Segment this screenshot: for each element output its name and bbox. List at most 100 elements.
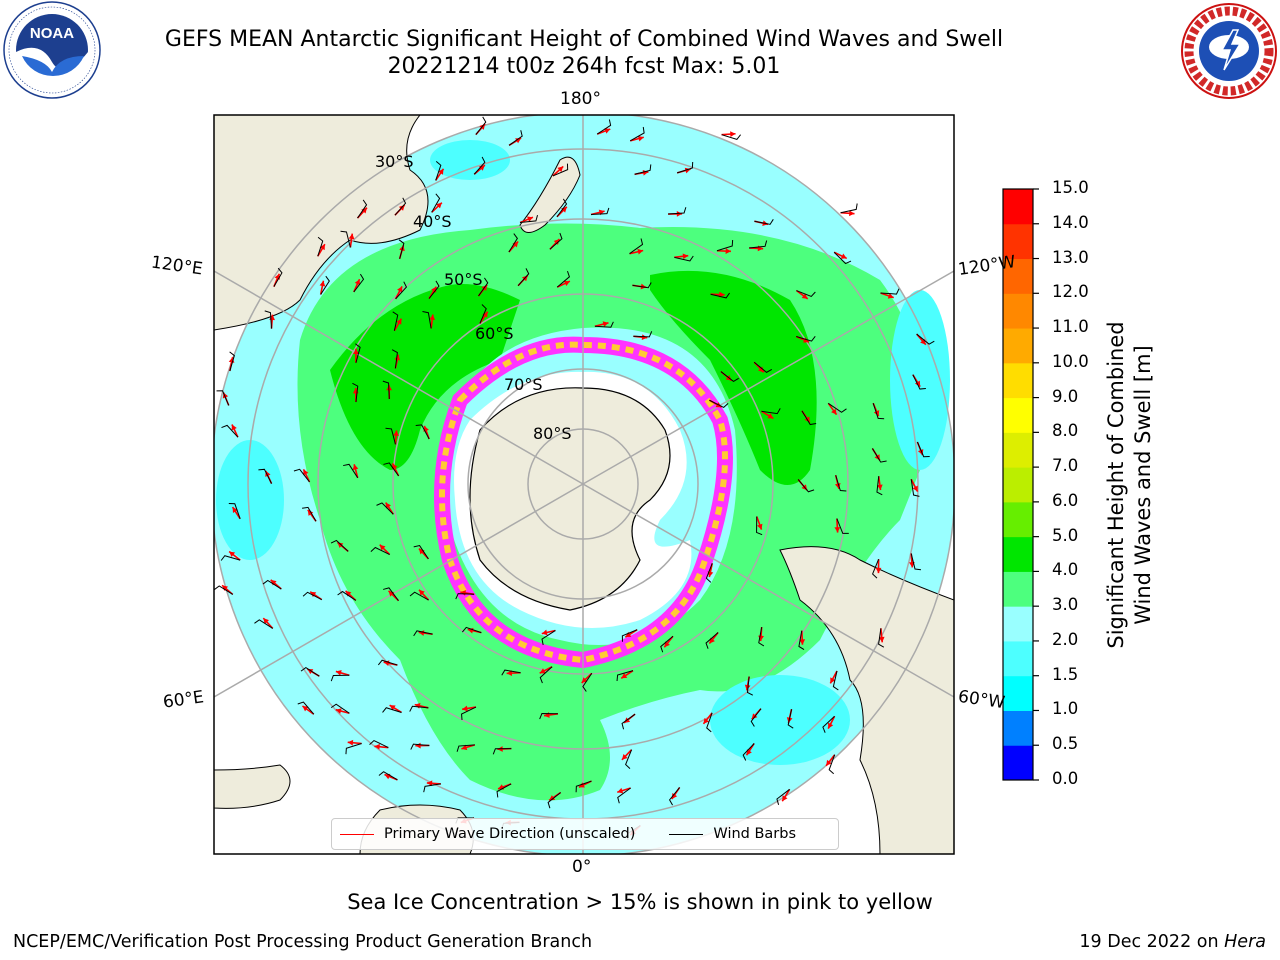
wind-barb xyxy=(293,468,310,483)
wind-barb xyxy=(214,585,234,595)
legend-item-wind-barbs: Wind Barbs xyxy=(661,826,796,842)
wave-arrow-head xyxy=(506,670,513,677)
wind-barb xyxy=(220,555,241,561)
ocean-peak-west xyxy=(330,284,520,470)
wind-barb xyxy=(872,403,885,420)
wind-barb xyxy=(382,707,402,713)
wave-arrow-head xyxy=(394,354,401,361)
colorbar-tick-label: 3.0 xyxy=(1052,595,1079,615)
colorbar-segment xyxy=(1003,362,1033,399)
wind-barb xyxy=(398,239,405,259)
colorbar-segment xyxy=(1003,640,1033,677)
colorbar-segment xyxy=(1003,223,1033,260)
colorbar-tick-label: 6.0 xyxy=(1052,490,1079,510)
wind-barb xyxy=(345,743,362,755)
latitude-label-50s: 50°S xyxy=(444,270,483,289)
wave-arrow-head xyxy=(782,795,788,802)
wind-barb xyxy=(871,448,887,463)
wave-arrow-head xyxy=(875,567,882,574)
wave-arrow-head xyxy=(307,669,314,675)
wave-arrow-head xyxy=(878,636,885,643)
wind-barb xyxy=(787,709,794,729)
wave-arrow-head xyxy=(730,131,736,137)
wave-arrow-head xyxy=(801,293,808,299)
wave-arrow-head xyxy=(682,253,689,260)
wind-barb xyxy=(302,506,317,522)
wind-barb xyxy=(376,502,394,515)
latitude-label-70s: 70°S xyxy=(504,375,543,394)
wind-barb xyxy=(264,310,273,329)
colorbar-tick-label: 1.5 xyxy=(1052,664,1079,684)
wind-barb xyxy=(872,558,880,579)
wave-arrow-head xyxy=(561,206,567,213)
wind-barb xyxy=(340,230,351,248)
wind-barb xyxy=(330,674,350,682)
wind-barb xyxy=(385,427,396,445)
wave-arrow-head xyxy=(302,705,309,712)
wave-arrow-head xyxy=(462,705,468,712)
machine-name: Hera xyxy=(1224,932,1266,952)
wind-barb xyxy=(720,371,739,383)
wave-arrow-head xyxy=(617,787,624,794)
legend-swatch-red-line xyxy=(340,833,374,835)
wind-barb xyxy=(343,463,359,479)
wind-barb xyxy=(473,156,486,175)
wave-arrow-head xyxy=(232,507,238,514)
wind-barb xyxy=(431,193,441,213)
wind-barb xyxy=(254,619,274,629)
wave-arrow-head xyxy=(676,211,683,217)
wind-barb xyxy=(456,744,475,752)
wind-barb xyxy=(797,479,815,493)
colorbar-tick-label: 2.0 xyxy=(1052,629,1079,649)
wind-barb xyxy=(668,207,687,215)
wave-arrow-head xyxy=(353,348,359,355)
wave-arrow-head xyxy=(767,413,774,419)
wind-barb xyxy=(721,134,741,140)
wind-barb xyxy=(221,424,239,438)
wind-barb xyxy=(395,281,408,300)
legend-swatch-black-line xyxy=(669,833,704,835)
wind-barb xyxy=(297,701,315,715)
wave-arrow-head xyxy=(549,795,556,801)
wind-barb xyxy=(629,238,644,255)
wind-barb xyxy=(501,669,521,676)
wind-barb xyxy=(539,713,558,720)
wind-barb xyxy=(423,783,441,793)
wave-arrow-head xyxy=(578,782,585,788)
colorbar-segment xyxy=(1003,571,1033,607)
wave-arrow-head xyxy=(347,739,354,746)
wave-arrow-head xyxy=(379,544,386,551)
wave-arrow-head xyxy=(834,527,841,533)
date-text: 19 Dec 2022 on Hera xyxy=(1079,932,1266,952)
wind-barb xyxy=(355,343,361,363)
colorbar-segment xyxy=(1003,536,1033,572)
wind-barb xyxy=(508,233,518,253)
wind-barb xyxy=(833,251,852,265)
wind-barb xyxy=(742,743,755,761)
wind-barb xyxy=(383,587,399,601)
wind-barb xyxy=(582,672,593,692)
wave-arrow-head xyxy=(418,548,425,555)
colorbar-segment xyxy=(1003,432,1033,468)
wind-barb xyxy=(461,706,477,721)
colorbar-segment xyxy=(1003,675,1033,711)
wind-barb xyxy=(556,198,568,218)
wind-barb xyxy=(828,754,836,775)
wind-barb xyxy=(552,163,569,177)
colorbar-tick-label: 15.0 xyxy=(1052,178,1089,197)
wave-arrow-head xyxy=(319,244,325,251)
colorbar-segment xyxy=(1003,606,1033,642)
colorbar-tick-label: 9.0 xyxy=(1052,386,1079,406)
wave-arrow-head xyxy=(831,408,837,415)
wind-barb xyxy=(798,630,805,651)
wave-arrow-head xyxy=(396,318,402,325)
wave-arrow-head xyxy=(602,321,609,327)
south-america-land xyxy=(779,546,954,854)
wave-arrow-head xyxy=(637,248,644,255)
wind-barb xyxy=(317,236,324,257)
wave-arrow-head xyxy=(719,291,725,298)
wave-arrow-head xyxy=(303,469,309,476)
wind-barb xyxy=(392,311,399,331)
wind-barb xyxy=(508,130,523,146)
credit-text: NCEP/EMC/Verification Post Processing Pr… xyxy=(13,932,593,952)
